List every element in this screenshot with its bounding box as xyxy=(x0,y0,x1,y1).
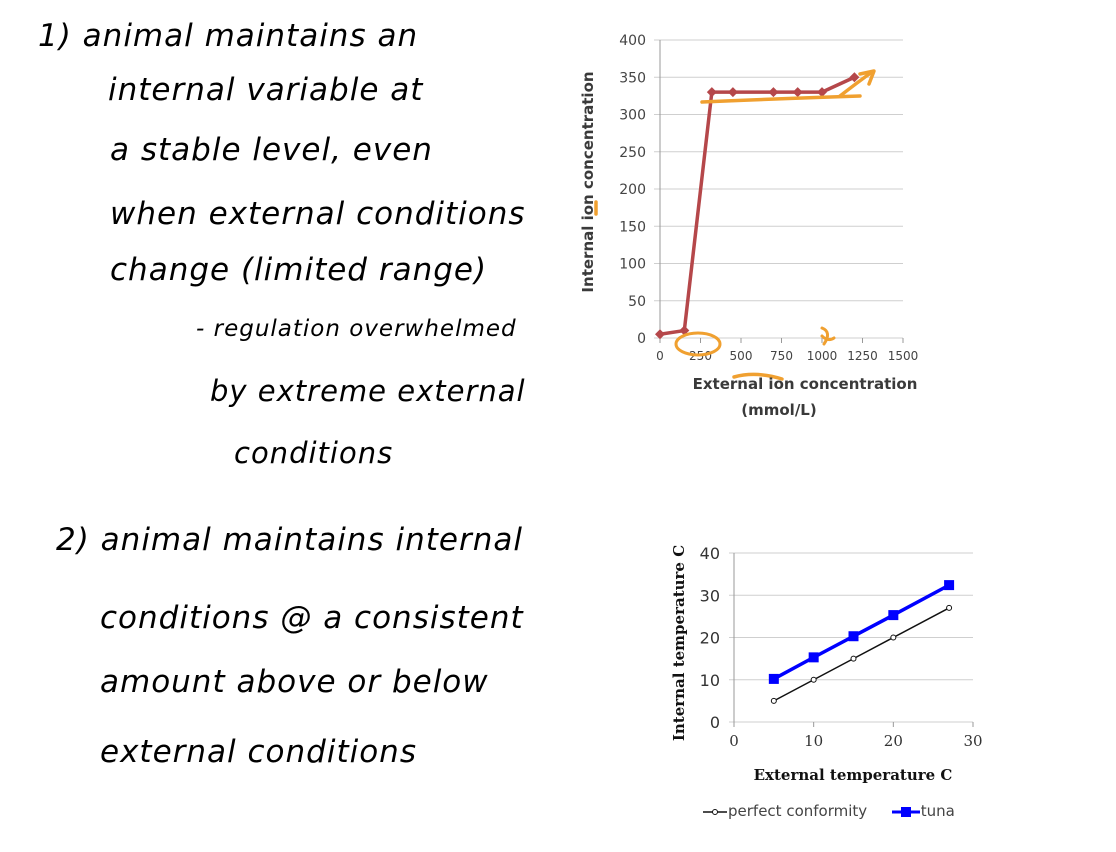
y-tick-label: 200 xyxy=(619,182,646,198)
data-point xyxy=(655,329,665,340)
data-point xyxy=(792,87,803,98)
data-point-tuna xyxy=(944,580,955,591)
data-point-conformity xyxy=(890,634,897,641)
y-tick-label: 0 xyxy=(637,331,646,347)
y-tick-label: 10 xyxy=(700,671,720,690)
data-point-conformity xyxy=(850,655,857,662)
data-point-tuna xyxy=(808,652,819,663)
x-tick-label: 1250 xyxy=(847,349,878,363)
data-point xyxy=(849,72,860,83)
y-tick-label: 150 xyxy=(619,219,646,235)
note-line: when external conditions xyxy=(110,196,526,232)
legend-marker-icon xyxy=(891,806,920,817)
legend-line-icon xyxy=(703,808,727,815)
y-tick-label: 0 xyxy=(710,713,720,732)
data-point-tuna xyxy=(888,610,899,621)
note-line: amount above or below xyxy=(100,664,489,700)
series-line-perfect-conformity xyxy=(773,607,950,702)
note-line: change (limited range) xyxy=(110,252,488,288)
note-line: 2) animal maintains internal xyxy=(56,522,523,558)
data-point-conformity xyxy=(946,604,953,611)
x-tick-label: 1500 xyxy=(888,349,919,363)
note-line: a stable level, even xyxy=(110,132,433,168)
note-line: external conditions xyxy=(100,734,417,770)
x-tick-label: 30 xyxy=(963,732,982,750)
note-line: internal variable at xyxy=(108,72,424,108)
x-axis-label: External ion concentration xyxy=(693,375,918,393)
note-line: 1) animal maintains an xyxy=(38,18,419,54)
data-point xyxy=(768,87,779,98)
x-axis-label-unit: (mmol/L) xyxy=(741,401,816,419)
note-line: by extreme external xyxy=(210,374,526,408)
orange-annotations xyxy=(594,69,876,381)
y-tick-label: 300 xyxy=(619,108,646,124)
data-point-conformity xyxy=(770,697,777,704)
y-axis-label: Internal temperature C xyxy=(670,545,688,741)
y-tick-label: 50 xyxy=(628,294,646,310)
legend-item-perfect-conformity: perfect conformity xyxy=(702,802,872,820)
x-tick-label: 0 xyxy=(656,349,664,363)
x-tick-label: 20 xyxy=(884,732,903,750)
chart-legend: perfect conformity tuna xyxy=(702,802,955,820)
series-line-tuna xyxy=(773,583,950,681)
y-tick-label: 100 xyxy=(619,257,646,273)
x-tick-label: 10 xyxy=(804,732,823,750)
y-tick-label: 400 xyxy=(619,33,646,49)
y-axis-label: Internal ion concentration xyxy=(579,71,597,292)
note-line: - regulation overwhelmed xyxy=(196,316,517,342)
note-line: conditions xyxy=(234,436,394,470)
y-tick-label: 250 xyxy=(619,145,646,161)
legend-label: perfect conformity xyxy=(728,802,868,820)
y-tick-label: 350 xyxy=(619,70,646,86)
note-line: conditions @ a consistent xyxy=(100,600,524,636)
y-tick-label: 40 xyxy=(700,544,720,563)
x-tick-label: 750 xyxy=(770,349,793,363)
y-tick-label: 30 xyxy=(700,586,720,605)
x-axis-label: External temperature C xyxy=(754,766,953,784)
y-tick-label: 20 xyxy=(700,629,720,648)
data-point xyxy=(817,87,827,98)
data-point-tuna xyxy=(848,631,859,642)
data-point-conformity xyxy=(810,676,817,683)
data-point xyxy=(706,87,717,98)
x-tick-label: 0 xyxy=(729,732,739,750)
x-tick-label: 1000 xyxy=(807,349,838,363)
temperature-chart: 0 10 20 30 40 0 10 20 30 External temperature C… xyxy=(670,544,983,784)
data-point-tuna xyxy=(768,673,779,684)
x-tick-label: 500 xyxy=(730,349,753,363)
legend-item-tuna: tuna xyxy=(891,802,955,820)
data-point xyxy=(727,87,738,98)
legend-label: tuna xyxy=(920,802,955,820)
series-line-ion xyxy=(659,75,856,337)
